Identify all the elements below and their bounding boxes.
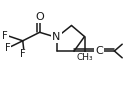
Text: O: O xyxy=(35,12,44,22)
Text: C: C xyxy=(95,46,103,56)
Text: F: F xyxy=(2,31,8,41)
Text: F: F xyxy=(5,43,11,53)
Text: F: F xyxy=(20,49,26,59)
Text: CH₃: CH₃ xyxy=(76,53,93,62)
Text: N: N xyxy=(52,32,61,42)
